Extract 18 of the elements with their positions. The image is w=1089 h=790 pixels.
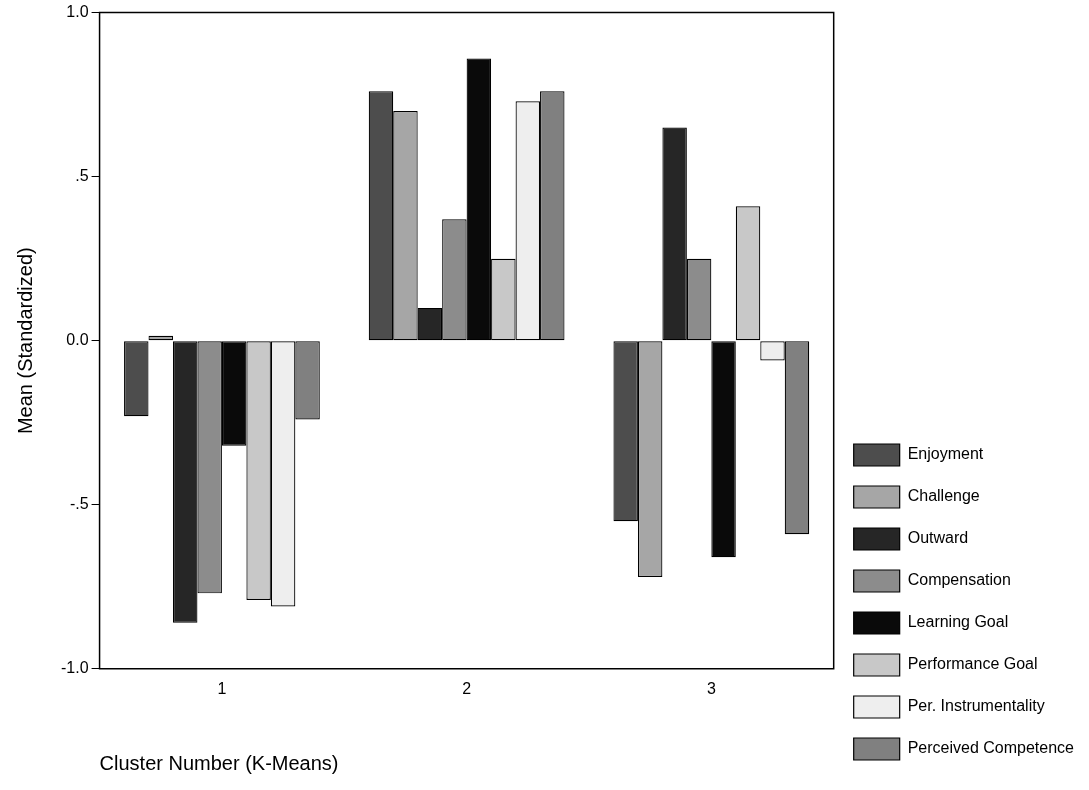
x-tick-label: 2 <box>462 679 472 697</box>
legend-label: Enjoyment <box>907 445 984 463</box>
legend-label: Compensation <box>907 571 1011 589</box>
legend-label: Outward <box>907 529 969 547</box>
legend-label: Performance Goal <box>907 655 1038 673</box>
y-tick-label: 0.0 <box>66 331 89 349</box>
legend-label: Challenge <box>907 487 980 505</box>
y-tick-label: -1.0 <box>60 659 89 677</box>
legend-label: Learning Goal <box>907 613 1009 631</box>
x-tick-label: 1 <box>217 679 227 697</box>
y-axis-title: Mean (Standardized) <box>13 247 36 435</box>
x-tick-label: 3 <box>706 679 716 697</box>
legend-label: Per. Instrumentality <box>907 697 1045 715</box>
y-tick-label: .5 <box>75 167 89 185</box>
y-tick-label: 1.0 <box>66 3 89 21</box>
x-axis-title: Cluster Number (K-Means) <box>99 751 339 774</box>
legend-label: Perceived Competence <box>907 739 1075 757</box>
y-tick-label: -.5 <box>69 495 89 513</box>
